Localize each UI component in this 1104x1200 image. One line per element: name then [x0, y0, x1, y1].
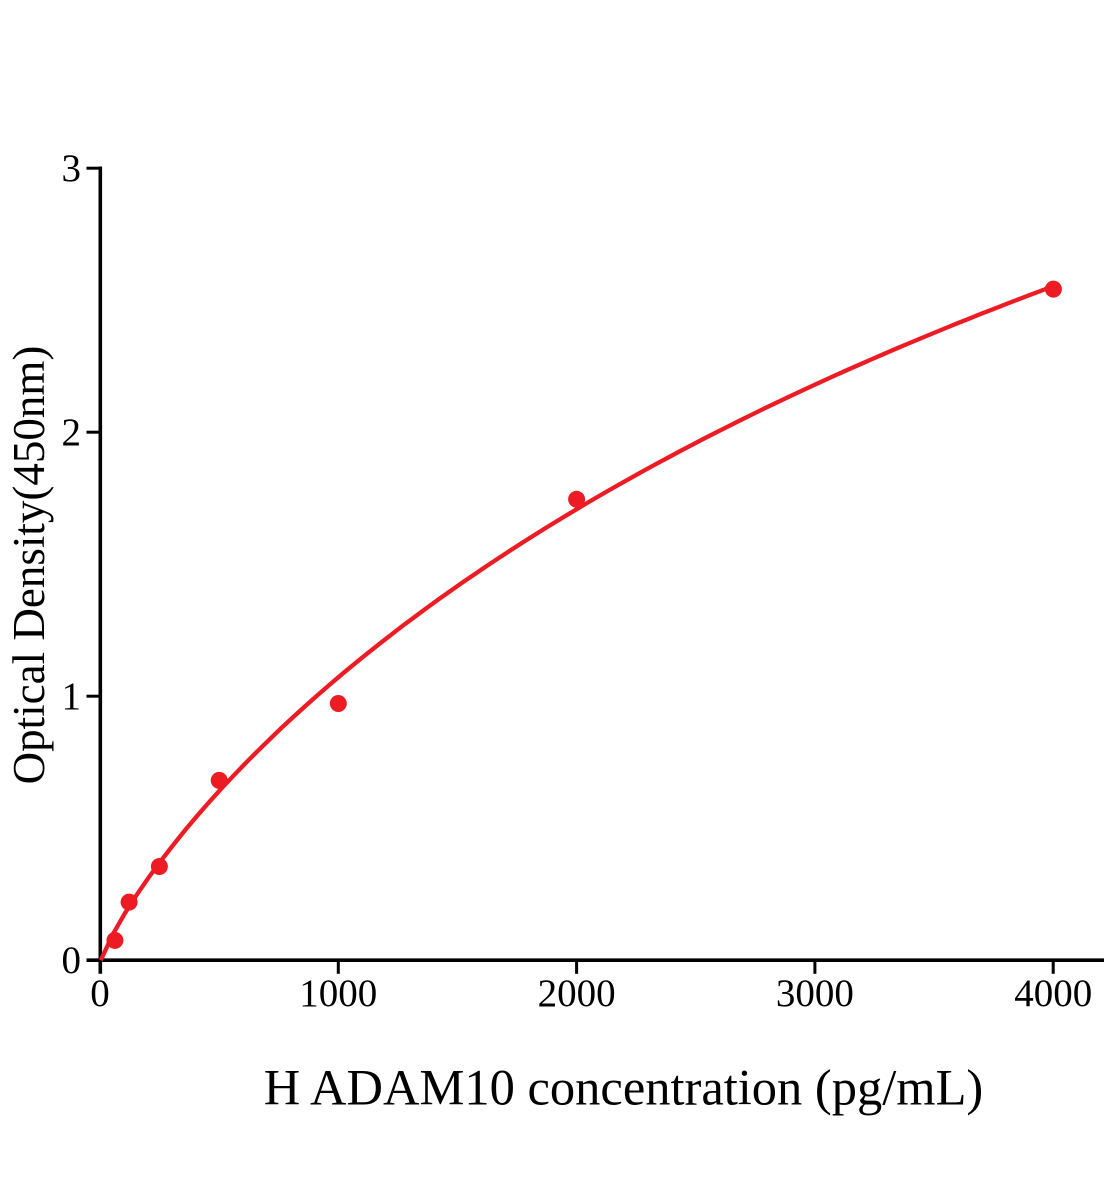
svg-text:0: 0 — [62, 939, 82, 982]
svg-text:3000: 3000 — [776, 972, 854, 1015]
svg-text:2: 2 — [62, 411, 82, 454]
svg-text:0: 0 — [90, 972, 110, 1015]
svg-text:1000: 1000 — [299, 972, 377, 1015]
svg-text:3: 3 — [62, 147, 82, 190]
svg-text:Optical Density(450nm): Optical Density(450nm) — [4, 346, 54, 785]
svg-text:2000: 2000 — [538, 972, 616, 1015]
svg-text:1: 1 — [62, 675, 82, 718]
svg-text:4000: 4000 — [1014, 972, 1092, 1015]
svg-text:H ADAM10 concentration (pg/mL): H ADAM10 concentration (pg/mL) — [264, 1060, 983, 1116]
